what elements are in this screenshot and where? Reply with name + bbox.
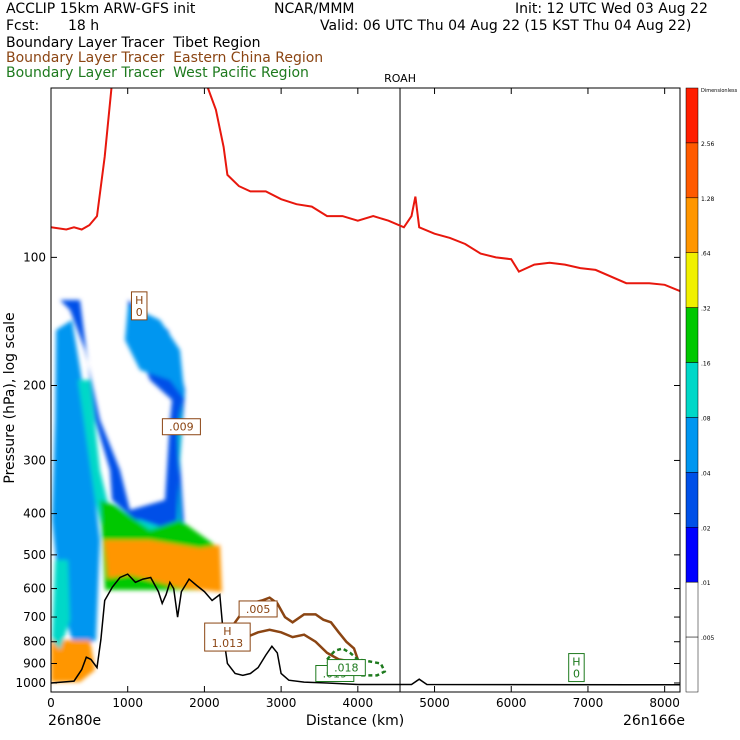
- colorbar-title: Dimensionless: [701, 88, 738, 94]
- contour-label-text: .005: [246, 603, 271, 616]
- contour-label-text: 0: [573, 668, 580, 681]
- contour-label: H0: [130, 291, 148, 321]
- colorbar-swatch: [685, 527, 699, 583]
- tracer-plume-upper: [125, 305, 185, 400]
- legend-west-pacific-tracer: Boundary Layer Tracer West Pacific Regio…: [6, 65, 309, 81]
- x-tick-label: 7000: [573, 696, 604, 710]
- colorbar-swatch: [685, 252, 699, 308]
- forecast-label: Fcst:: [6, 18, 40, 34]
- contour-label-text: H: [572, 656, 580, 669]
- y-axis-label: Pressure (hPa), log scale: [2, 312, 18, 483]
- valid-time: Valid: 06 UTC Thu 04 Aug 22 (15 KST Thu …: [320, 18, 692, 34]
- tracer-shading: [51, 300, 222, 682]
- org-label: NCAR/MMM: [274, 1, 355, 17]
- y-tick-label: 1000: [15, 676, 46, 690]
- y-tick-label: 200: [23, 378, 46, 392]
- tracer-plume-low-green: [52, 560, 70, 650]
- colorbar-swatch: [685, 307, 699, 363]
- y-tick-label: 500: [23, 548, 46, 562]
- model-title: ACCLIP 15km ARW-GFS init: [6, 1, 196, 17]
- contour-label: .018: [326, 659, 366, 677]
- contour-label-text: 0: [136, 306, 143, 319]
- station-line: ROAH: [384, 72, 416, 692]
- tracer-plume-low-orange: [51, 640, 95, 682]
- x-axis: 0 1000 2000 3000 4000 5000 6000 7000 8000: [47, 88, 680, 710]
- y-tick-label: 800: [23, 635, 46, 649]
- contour-label-text: .009: [169, 421, 194, 434]
- x-axis-label: Distance (km): [306, 713, 404, 729]
- tropopause-line: [51, 88, 680, 293]
- contour-label-text: H: [135, 294, 143, 307]
- colorbar-swatch: [685, 417, 699, 473]
- contour-label-box: [130, 291, 148, 321]
- x-tick-label: 4000: [343, 696, 374, 710]
- contour-label-box: [326, 659, 366, 677]
- colorbar-level: .08: [701, 415, 711, 422]
- x-tick-label: 6000: [496, 696, 527, 710]
- x-tick-label: 1000: [112, 696, 143, 710]
- contour-label: .009: [161, 418, 201, 436]
- plot-frame: [50, 87, 681, 693]
- x-tick-label: 5000: [419, 696, 450, 710]
- east-china-contour: [226, 596, 360, 663]
- curves: [51, 88, 680, 686]
- legend-tibet-tracer: Boundary Layer Tracer Tibet Region: [6, 35, 261, 51]
- contour-label: H1.013: [204, 622, 251, 652]
- colorbar-level: 2.56: [701, 141, 715, 148]
- contour-label: H0: [568, 653, 585, 683]
- station-label: ROAH: [384, 72, 416, 85]
- init-time: Init: 12 UTC Wed 03 Aug 22: [515, 1, 708, 17]
- contour-label-box: [238, 600, 278, 618]
- west-pacific-contour: [325, 647, 387, 677]
- contour-label-box: [204, 622, 251, 652]
- forecast-hour: 18 h: [68, 18, 100, 34]
- x-tick-label: 0: [47, 696, 55, 710]
- colorbar-level: .02: [701, 525, 711, 532]
- colorbar-swatch: [685, 636, 699, 693]
- y-tick-label: 100: [23, 250, 46, 264]
- colorbar-swatch: [685, 142, 699, 199]
- colorbar: .005 .01 .02 .04 .08 .16 .32 .64 1.28 2.56 Dimensi…: [685, 87, 738, 693]
- y-tick-label: 900: [23, 657, 46, 671]
- colorbar-level: 1.28: [701, 196, 715, 203]
- y-axis: 100 200 300 400 500 600 700 800 900 1000: [15, 250, 680, 690]
- y-tick-label: 400: [23, 507, 46, 521]
- contour-label-text: H: [223, 625, 231, 638]
- contour-label-box: [161, 418, 201, 436]
- colorbar-swatch: [685, 581, 699, 638]
- colorbar-swatch: [685, 87, 699, 144]
- colorbar-level: .32: [701, 306, 711, 313]
- y-tick-label: 700: [23, 610, 46, 624]
- left-endpoint: 26n80e: [48, 713, 101, 729]
- tracer-plume-orange: [104, 540, 222, 592]
- y-tick-label: 300: [23, 453, 46, 467]
- contour-label: .005: [238, 600, 278, 618]
- colorbar-swatch: [685, 472, 699, 528]
- colorbar-level: .04: [701, 470, 711, 477]
- x-tick-label: 8000: [649, 696, 680, 710]
- colorbar-level: .005: [701, 635, 715, 642]
- x-tick-label: 2000: [189, 696, 220, 710]
- colorbar-level: .16: [701, 361, 711, 368]
- x-tick-label: 3000: [266, 696, 297, 710]
- colorbar-swatch: [685, 197, 699, 253]
- colorbar-level: .64: [701, 251, 711, 258]
- contour-label-text: 1.013: [212, 637, 244, 650]
- contour-label-box: [568, 653, 585, 683]
- right-endpoint: 26n166e: [623, 713, 685, 729]
- contour-label-text: .018: [334, 662, 359, 675]
- colorbar-swatch: [685, 362, 699, 418]
- y-tick-label: 600: [23, 582, 46, 596]
- colorbar-level: .01: [701, 580, 711, 587]
- legend-east-china-tracer: Boundary Layer Tracer Eastern China Regi…: [6, 50, 324, 66]
- terrain-line: [51, 573, 680, 686]
